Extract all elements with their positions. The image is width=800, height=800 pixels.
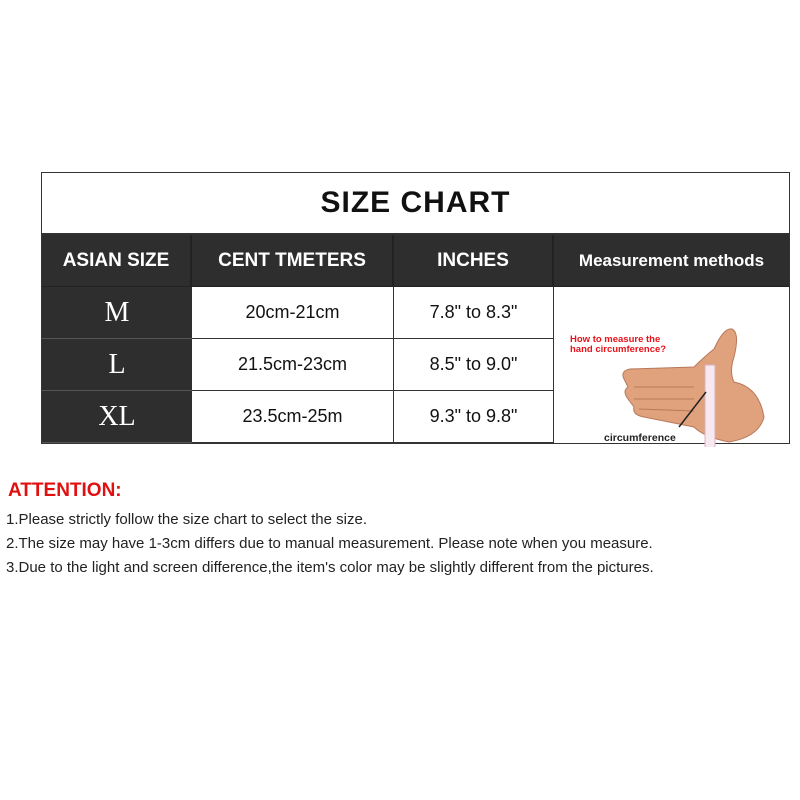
cm-l: 21.5cm-23cm [192,339,394,391]
header-measurement-methods: Measurement methods [554,235,789,287]
header-centimeters: CENT TMETERS [192,235,394,287]
note-1: 1.Please strictly follow the size chart … [6,511,367,528]
inches-xl: 9.3" to 9.8" [394,391,554,443]
hand-icon [622,328,765,447]
hand-measurement-illustration: How to measure the hand circumference? c… [554,287,789,447]
size-table: ASIAN SIZE CENT TMETERS INCHES Measureme… [42,235,789,447]
header-asian-size: ASIAN SIZE [42,235,192,287]
cm-m: 20cm-21cm [192,287,394,339]
inches-m: 7.8" to 8.3" [394,287,554,339]
circumference-label: circumference [604,432,676,444]
note-3: 3.Due to the light and screen difference… [6,559,654,576]
size-xl: XL [42,391,192,443]
note-2: 2.The size may have 1-3cm differs due to… [6,535,653,552]
size-m: M [42,287,192,339]
header-inches: INCHES [394,235,554,287]
attention-heading: ATTENTION: [8,480,122,501]
size-chart: SIZE CHART ASIAN SIZE CENT TMETERS INCHE… [41,172,790,447]
cm-xl: 23.5cm-25m [192,391,394,443]
inches-l: 8.5" to 9.0" [394,339,554,391]
chart-title: SIZE CHART [42,173,789,235]
measure-question: How to measure the hand circumference? [570,334,667,355]
size-l: L [42,339,192,391]
